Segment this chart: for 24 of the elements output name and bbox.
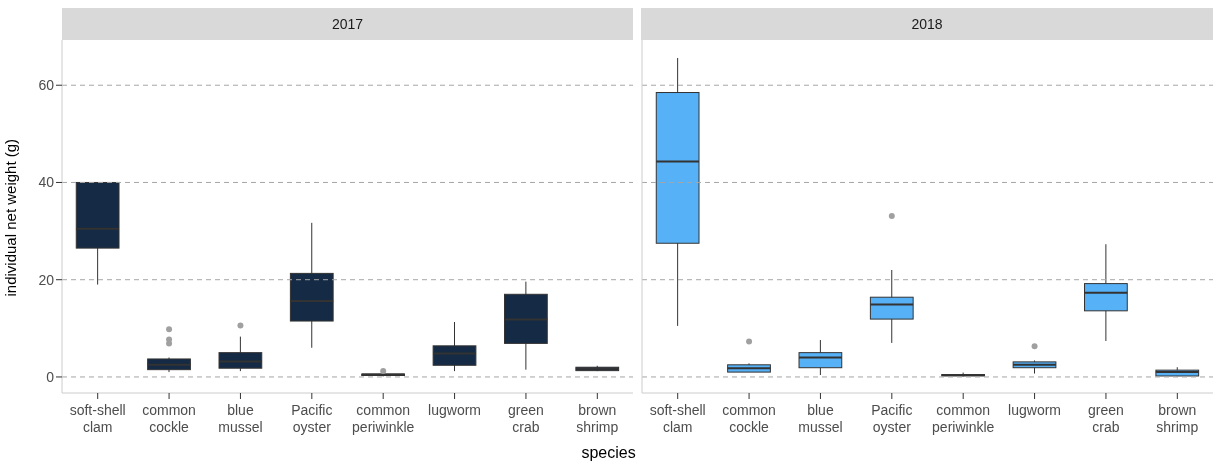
x-tick-label: lugworm bbox=[1008, 402, 1062, 418]
x-tick-label: Pacific oyster bbox=[871, 402, 913, 435]
x-tick-label: green crab bbox=[508, 402, 544, 435]
x-tick-label: common cockle bbox=[722, 402, 776, 435]
y-tick-label: 60 bbox=[38, 77, 55, 94]
x-tick-label: blue mussel bbox=[218, 402, 263, 435]
x-tick-label: soft-shell clam bbox=[649, 402, 706, 435]
x-tick-label: blue mussel bbox=[798, 402, 843, 435]
x-tick-label: lugworm bbox=[428, 402, 482, 418]
x-axis-title: species bbox=[580, 444, 637, 462]
x-tick-label: brown shrimp bbox=[1156, 402, 1199, 435]
y-tick-label: 40 bbox=[38, 174, 55, 191]
y-tick-label: 20 bbox=[38, 271, 55, 288]
x-tick-label: green crab bbox=[1088, 402, 1124, 435]
chart-title: 2018 bbox=[641, 8, 1213, 40]
x-tick-label: Pacific oyster bbox=[291, 402, 333, 435]
x-tick-label: common periwinkle bbox=[932, 402, 995, 435]
x-tick-label: common periwinkle bbox=[352, 402, 415, 435]
y-tick-label: 0 bbox=[46, 368, 55, 385]
x-tick-label: common cockle bbox=[142, 402, 196, 435]
x-tick-label: brown shrimp bbox=[576, 402, 619, 435]
x-tick-label: soft-shell clam bbox=[69, 402, 126, 435]
chart-title: 2017 bbox=[62, 8, 633, 40]
y-axis-title: individual net weight (g) bbox=[2, 138, 20, 297]
